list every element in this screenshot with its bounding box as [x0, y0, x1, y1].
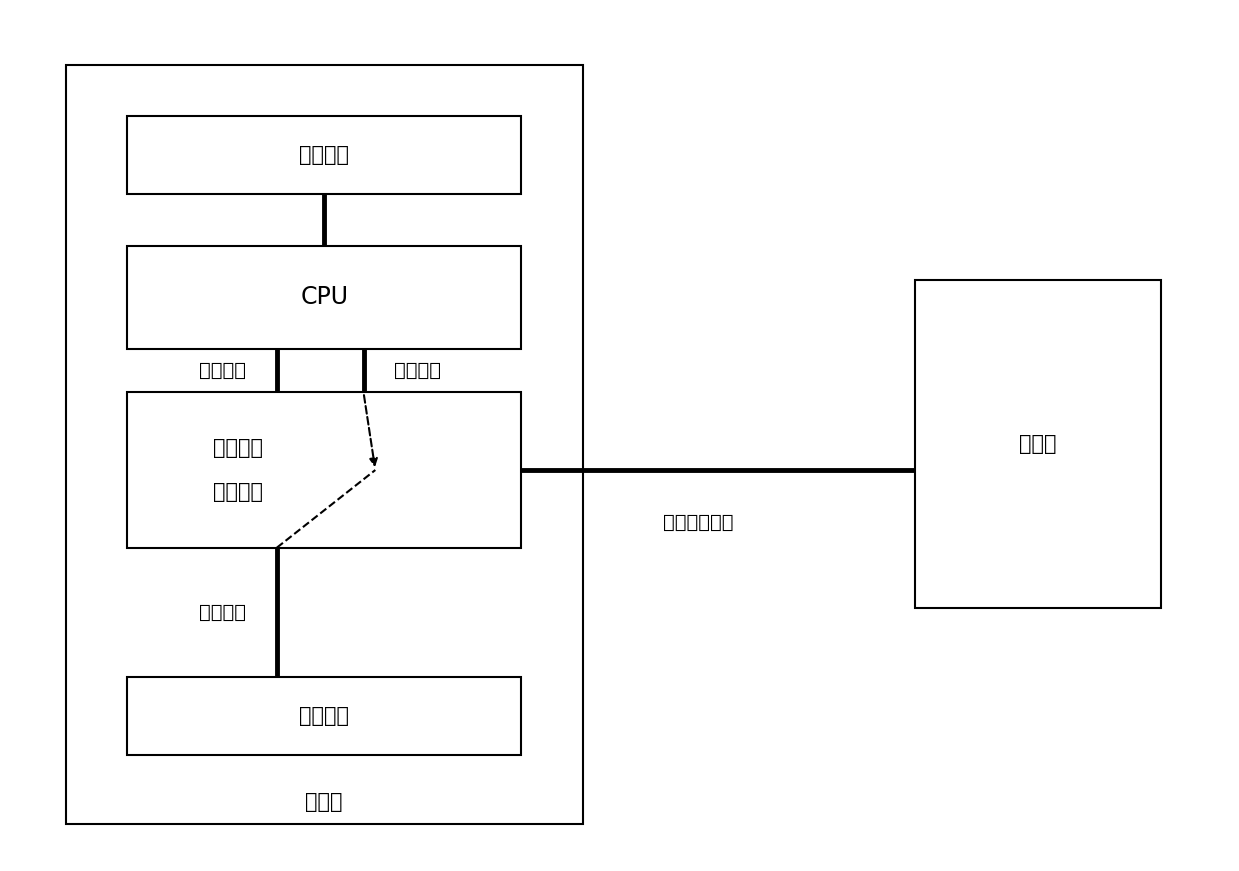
Bar: [128, 392, 522, 548]
Text: 串口总线: 串口总线: [199, 603, 247, 622]
Text: 控制串口: 控制串口: [299, 706, 349, 726]
Text: 第一控制: 第一控制: [213, 438, 263, 458]
Text: CPU: CPU: [300, 286, 348, 309]
Text: 主控洿: 主控洿: [305, 792, 343, 812]
Text: 接口洿: 接口洿: [1020, 434, 1057, 454]
Bar: [128, 117, 522, 194]
Bar: [128, 246, 522, 349]
Text: 逻辑总线: 逻辑总线: [199, 361, 247, 381]
Bar: [66, 64, 582, 824]
Text: 串口总线: 串口总线: [394, 361, 441, 381]
Text: 配置接口: 配置接口: [299, 145, 349, 165]
Text: 板间访问总线: 板间访问总线: [663, 513, 733, 532]
Bar: [914, 280, 1161, 608]
Bar: [128, 677, 522, 754]
Text: 逻辑装置: 逻辑装置: [213, 482, 263, 502]
